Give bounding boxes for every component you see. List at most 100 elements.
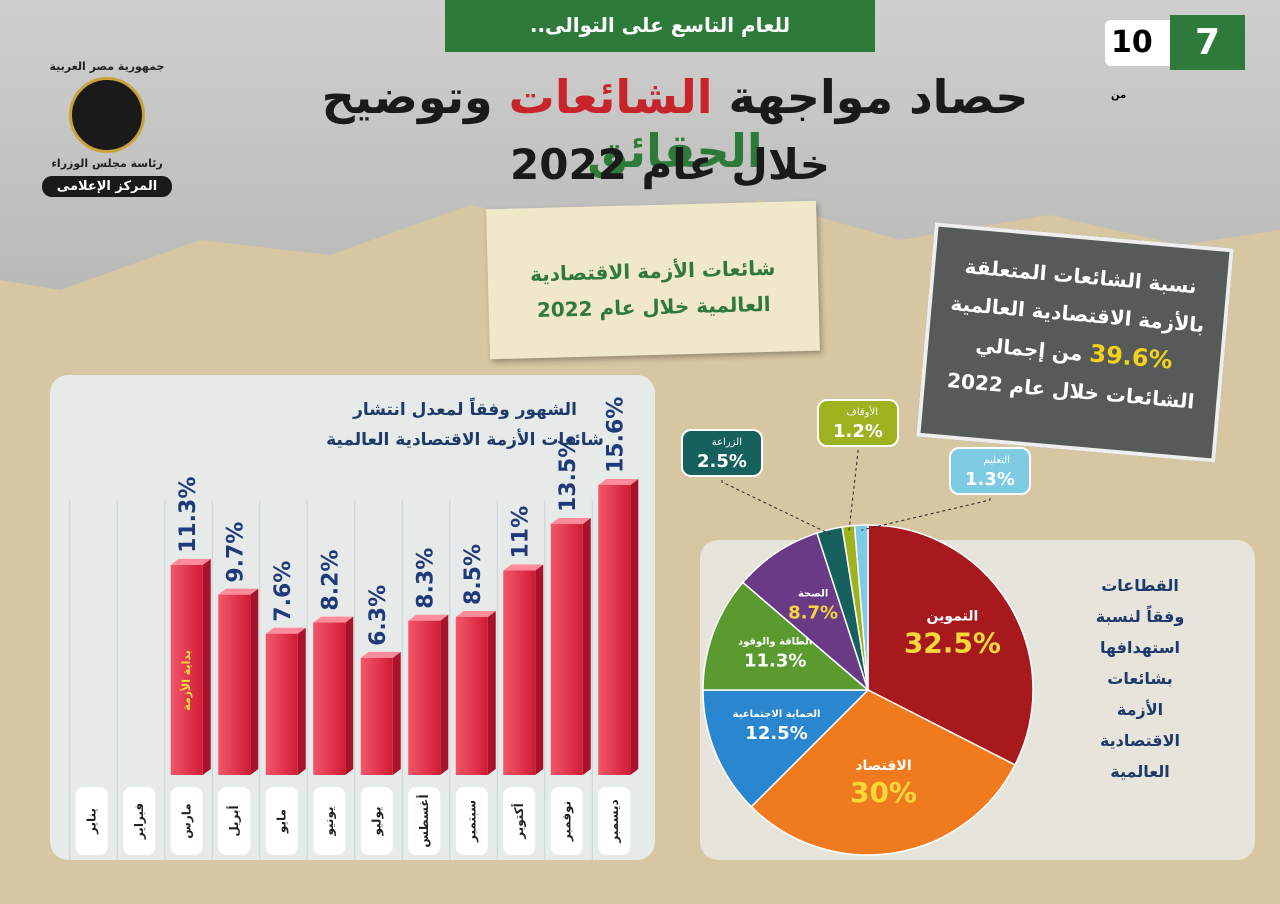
month-box bbox=[123, 787, 156, 855]
x-tick-label: أبريل bbox=[226, 805, 241, 836]
bar bbox=[503, 570, 536, 775]
annotation: بداية الأزمة bbox=[179, 650, 193, 711]
bar-side bbox=[250, 588, 259, 775]
bar bbox=[265, 633, 298, 775]
title-part: وتوضيح bbox=[321, 70, 509, 124]
bar-top bbox=[265, 627, 306, 634]
value-label: 6.3% bbox=[366, 585, 391, 646]
callout-line bbox=[848, 444, 859, 532]
pie-title-line: وفقاً لنسبة bbox=[1095, 607, 1185, 626]
month-box bbox=[170, 787, 203, 855]
bar-top bbox=[360, 651, 401, 658]
slice-value: 2.5% bbox=[697, 451, 747, 472]
subtitle: خلال عام 2022 bbox=[510, 140, 830, 189]
banner: للعام التاسع على التوالى.. bbox=[445, 0, 875, 52]
note-line: العالمية خلال عام 2022 bbox=[536, 291, 771, 323]
stat-line: من إجمالي bbox=[974, 332, 1084, 366]
bar-top bbox=[503, 564, 544, 571]
x-tick-label: نوفمبر bbox=[559, 801, 574, 842]
page-total: 10 bbox=[1111, 25, 1153, 60]
title-part: الشائعات bbox=[508, 70, 713, 124]
month-box bbox=[313, 787, 346, 855]
month-box bbox=[218, 787, 251, 855]
slice-value: 1.3% bbox=[965, 469, 1015, 490]
callout-box bbox=[681, 429, 763, 477]
bar bbox=[170, 564, 203, 775]
bar bbox=[408, 620, 441, 775]
pie-slice bbox=[750, 689, 1017, 856]
logo-bottom: المركز الإعلامى bbox=[42, 176, 172, 197]
pie-title: القطاعات وفقاً لنسبة استهدافها بشائعات الأزم… bbox=[1070, 570, 1210, 787]
slice-name: الاقتصاد bbox=[855, 758, 911, 774]
value-label: 8.5% bbox=[461, 544, 486, 605]
stat-value: 39.6% bbox=[1088, 339, 1174, 375]
pie-slice bbox=[741, 532, 870, 693]
value-label: 8.2% bbox=[318, 550, 343, 611]
slice-name: التموين bbox=[927, 608, 979, 624]
callout-line bbox=[721, 474, 831, 535]
pie-title-line: الأزمة bbox=[1116, 700, 1164, 719]
page-of: من bbox=[1111, 90, 1127, 101]
logo-emblem bbox=[69, 77, 145, 153]
x-tick-label: أغسطس bbox=[416, 794, 431, 847]
bar bbox=[218, 594, 251, 775]
bar-side bbox=[392, 651, 401, 775]
slice-value: 1.2% bbox=[833, 421, 883, 442]
slice-name: التعليم bbox=[983, 455, 1010, 466]
x-tick-label: يونيو bbox=[322, 807, 337, 837]
callout-line bbox=[861, 492, 991, 531]
x-tick-label: ديسمبر bbox=[607, 799, 621, 843]
x-tick-label: مايو bbox=[274, 809, 289, 834]
month-box bbox=[550, 787, 583, 855]
slice-value: 30% bbox=[850, 776, 917, 809]
bar-top bbox=[455, 610, 496, 617]
bar-side bbox=[630, 479, 639, 775]
bar-top bbox=[170, 558, 211, 565]
callout-box bbox=[817, 399, 899, 447]
value-label: 7.6% bbox=[271, 561, 296, 622]
month-box bbox=[408, 787, 441, 855]
bar-side bbox=[345, 616, 354, 775]
pie-slice bbox=[702, 689, 870, 808]
bar-top bbox=[408, 614, 449, 621]
bar-title-line: شائعات الأزمة الاقتصادية العالمية bbox=[326, 430, 604, 450]
pie-slice bbox=[867, 524, 1034, 766]
slice-name: الحماية الاجتماعية bbox=[733, 709, 821, 720]
x-tick-label: فبراير bbox=[132, 803, 146, 840]
x-tick-label: أكتوبر bbox=[511, 803, 527, 839]
title: حصاد مواجهة الشائعات وتوضيح الحقائق bbox=[240, 70, 1110, 178]
page-number: 7 bbox=[1170, 15, 1245, 70]
note-card: شائعات الأزمة الاقتصادية العالمية خلال ع… bbox=[486, 200, 820, 360]
x-tick-label: يوليو bbox=[369, 807, 384, 837]
month-box bbox=[455, 787, 488, 855]
pie-slice bbox=[853, 524, 869, 691]
month-box bbox=[75, 787, 108, 855]
bar-side bbox=[487, 610, 496, 775]
pie-slice bbox=[702, 581, 871, 691]
pie-title-line: العالمية bbox=[1110, 762, 1170, 781]
logo-mid: رئاسة مجلس الوزراء bbox=[51, 157, 163, 170]
month-box bbox=[360, 787, 393, 855]
value-label: 8.3% bbox=[413, 548, 438, 609]
logo-top: جمهورية مصر العربية bbox=[49, 60, 165, 73]
bar bbox=[360, 657, 393, 775]
pie-title-line: بشائعات bbox=[1107, 669, 1173, 688]
slice-value: 12.5% bbox=[745, 723, 807, 744]
value-label: 13.5% bbox=[556, 436, 581, 512]
value-label: 11% bbox=[508, 506, 533, 559]
title-part: الحقائق bbox=[587, 124, 763, 178]
bar bbox=[455, 616, 488, 775]
bar-top bbox=[550, 518, 591, 525]
bar bbox=[598, 485, 631, 775]
slice-value: 8.7% bbox=[788, 603, 838, 624]
x-tick-label: مارس bbox=[179, 803, 193, 838]
value-label: 15.6% bbox=[603, 397, 628, 473]
month-box bbox=[503, 787, 536, 855]
bar-top bbox=[313, 616, 354, 623]
slice-value: 32.5% bbox=[904, 626, 1001, 659]
slice-name: الزراعة bbox=[712, 437, 742, 448]
slice-name: الصحة bbox=[798, 589, 828, 600]
title-part: حصاد مواجهة bbox=[712, 70, 1029, 124]
